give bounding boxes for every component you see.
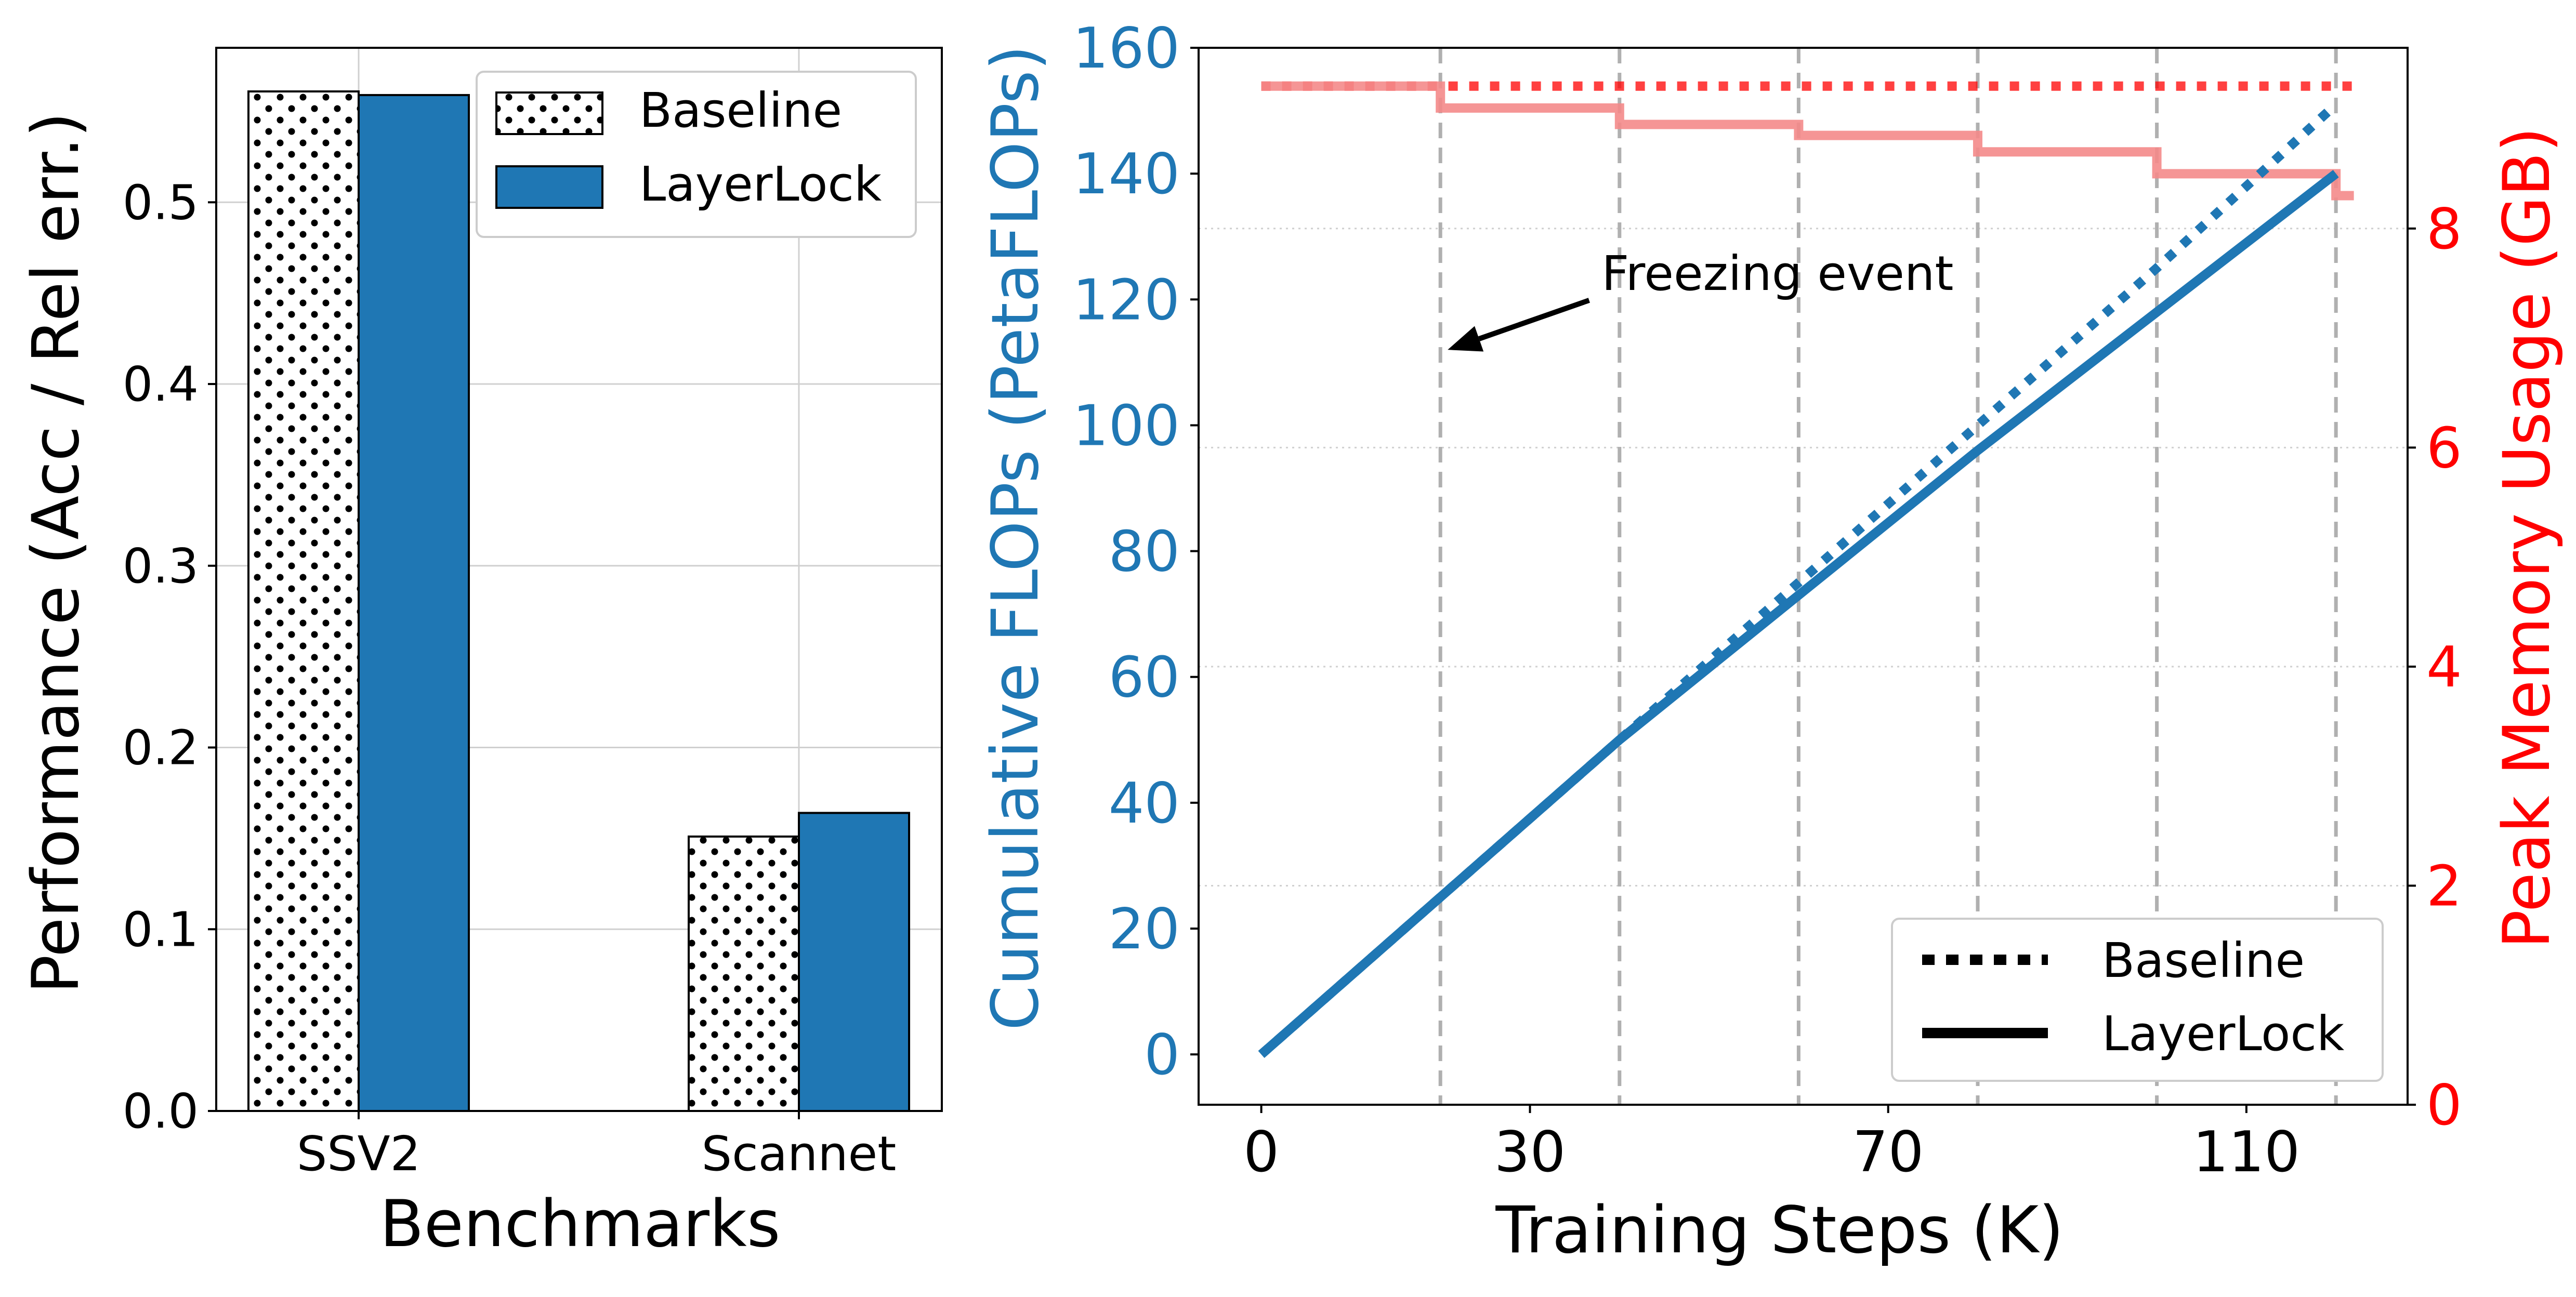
freezing-event-label: Freezing event (1601, 246, 1953, 301)
bar-x-tick-label: Scannet (702, 1126, 897, 1182)
line-x-axis-label: Training Steps (K) (1495, 1193, 2064, 1268)
bar-layerlock-ssv2 (358, 94, 470, 1112)
line-chart: 0 20 40 60 80 100 120 140 160 0 2 4 6 8 0 30 70 110 Tra… (978, 16, 2565, 1268)
bar-marks (247, 90, 910, 1112)
bar-x-ticks: SSV2 Scannet (297, 1111, 896, 1182)
line-left-y-tick-label: 40 (1109, 771, 1180, 836)
line-left-y-tick-label: 20 (1109, 897, 1180, 962)
line-legend-label-layerlock: LayerLock (2102, 1006, 2345, 1062)
line-legend-label-baseline: Baseline (2102, 933, 2305, 988)
line-right-y-ticks: 0 2 4 6 8 (2408, 197, 2462, 1138)
line-left-y-tick-label: 160 (1073, 16, 1180, 81)
bar-y-tick-label: 0.2 (123, 720, 199, 776)
line-legend: Baseline LayerLock (1891, 918, 2384, 1082)
bar-legend-swatch-layerlock (495, 165, 603, 209)
bar-legend: Baseline LayerLock (476, 71, 917, 238)
line-left-y-tick-label: 60 (1109, 645, 1180, 710)
line-left-y-tick-label: 140 (1073, 142, 1180, 207)
bar-x-tick-label: SSV2 (297, 1126, 420, 1182)
bar-y-tick-label: 0.1 (123, 902, 199, 957)
bar-chart: 0.0 0.1 0.2 0.3 0.4 0.5 SSV2 Scannet Benchmark… (19, 47, 943, 1262)
bar-legend-label-baseline: Baseline (639, 83, 842, 138)
line-x-ticks: 0 30 70 110 (1243, 1105, 2300, 1185)
freezing-event-annotation: Freezing event (1448, 246, 1953, 352)
bar-baseline-ssv2 (247, 90, 360, 1112)
line-right-y-axis-label: Peak Memory Usage (GB) (2490, 127, 2565, 948)
line-right-y-tick-label: 2 (2426, 854, 2462, 919)
line-left-y-tick-label: 80 (1109, 520, 1180, 585)
line-legend-frame (1891, 918, 2384, 1082)
line-x-tick-label: 110 (2193, 1120, 2300, 1185)
bar-y-tick-label: 0.4 (123, 356, 199, 412)
bar-baseline-scannet (688, 835, 800, 1112)
line-left-y-tick-label: 100 (1073, 393, 1180, 458)
line-series-marks (1258, 81, 2354, 1058)
line-left-y-ticks: 0 20 40 60 80 100 120 140 160 (1073, 16, 1199, 1088)
line-right-y-tick-label: 0 (2426, 1073, 2462, 1138)
line-left-y-axis-label: Cumulative FLOPs (PetaFLOPs) (978, 45, 1053, 1030)
bar-y-tick-label: 0.3 (123, 538, 199, 594)
bar-legend-label-layerlock: LayerLock (639, 156, 882, 212)
bar-plot-frame (215, 47, 943, 1112)
bar-x-axis-label: Benchmarks (380, 1187, 781, 1262)
freezing-event-arrow (1478, 298, 1590, 341)
memory-series-layerlock (1261, 81, 2354, 201)
bar-layerlock-scannet (798, 812, 910, 1112)
line-left-y-tick-label: 120 (1073, 268, 1180, 333)
bar-legend-swatch-baseline (495, 91, 603, 135)
line-right-y-tick-label: 8 (2426, 197, 2462, 262)
line-x-tick-label: 30 (1494, 1120, 1566, 1185)
line-plot-frame (1198, 47, 2409, 1106)
flops-series-baseline (1258, 101, 2340, 1058)
bar-y-ticks: 0.0 0.1 0.2 0.3 0.4 0.5 (123, 175, 216, 1139)
line-x-tick-label: 0 (1243, 1120, 1279, 1185)
bar-y-tick-label: 0.5 (123, 175, 199, 230)
line-x-tick-label: 70 (1852, 1120, 1924, 1185)
line-right-y-tick-label: 6 (2426, 416, 2462, 481)
freezing-event-arrowhead (1448, 326, 1484, 352)
bar-y-tick-label: 0.0 (123, 1083, 199, 1139)
flops-series-layerlock (1258, 170, 2339, 1058)
bar-y-axis-label: Performance (Acc / Rel err.) (19, 112, 94, 994)
line-right-y-tick-label: 4 (2426, 635, 2462, 700)
line-left-y-tick-label: 0 (1144, 1023, 1180, 1088)
